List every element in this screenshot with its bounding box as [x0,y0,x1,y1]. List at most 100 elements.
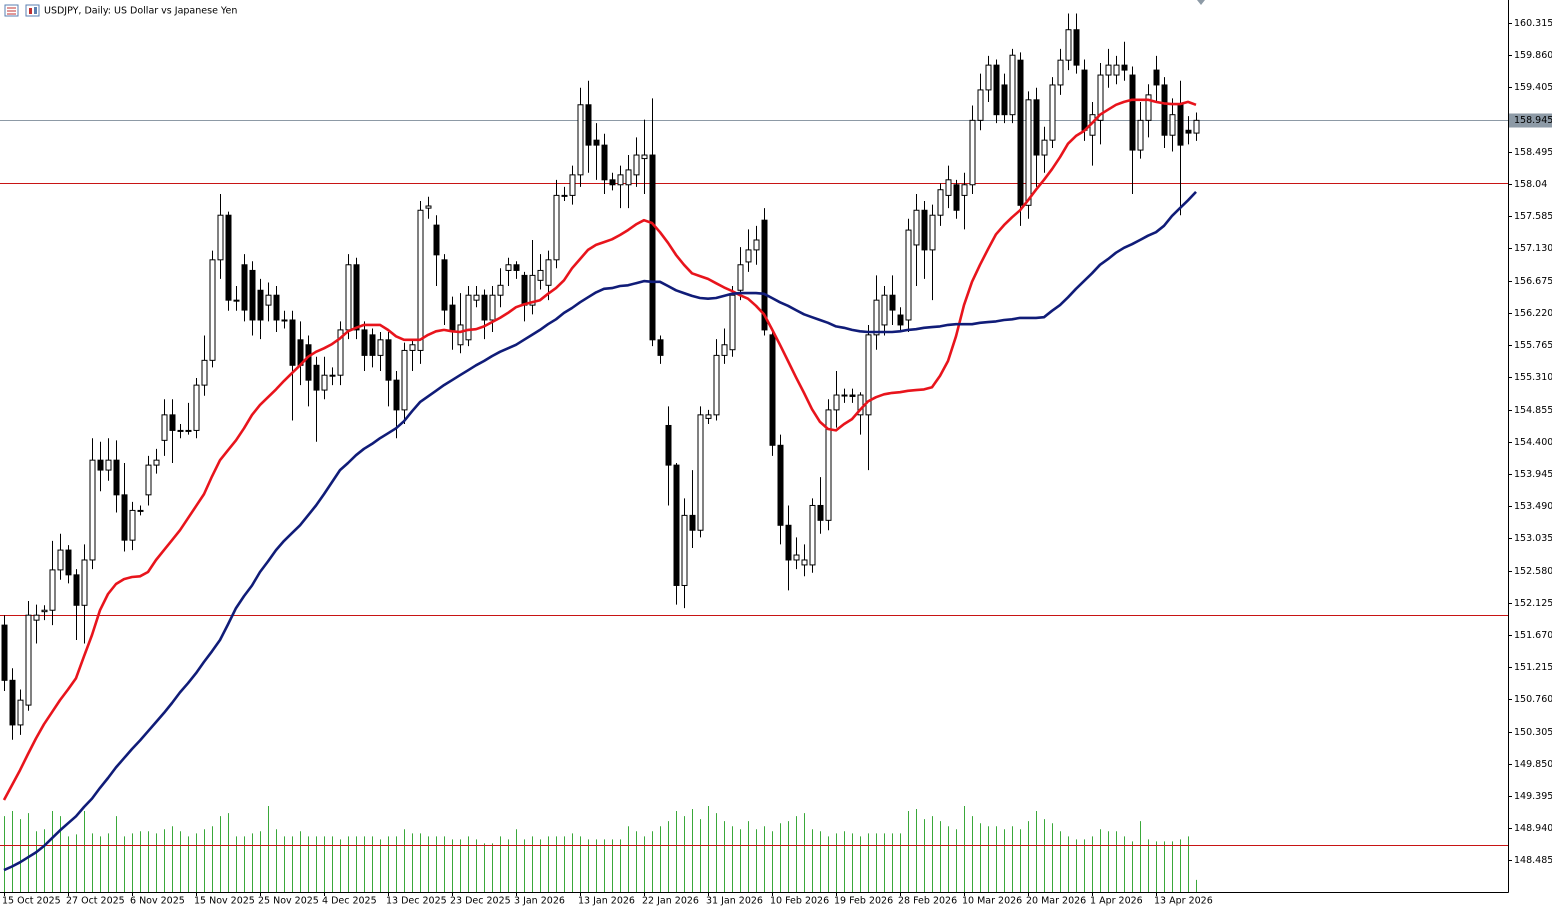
candle-body [105,459,112,471]
candle-body [1073,29,1080,66]
candle-body [681,514,688,586]
candle-body [513,264,520,271]
candle-body [921,209,928,251]
candle-body [433,224,440,256]
y-tick-label: 154.855 [1514,405,1552,416]
candle-body [49,569,56,611]
candle-body [449,304,456,331]
candle-body [337,329,344,376]
candle-body [121,494,128,541]
candle-body [369,334,376,356]
candle-body [441,259,448,311]
candle-body [33,614,40,621]
candle-body [241,264,248,311]
x-tick-label: 15 Oct 2025 [2,896,61,907]
x-tick-label: 10 Mar 2026 [962,896,1022,907]
candle-body [1057,59,1064,86]
candle-body [1081,69,1088,131]
candle-body [1185,129,1192,134]
candle-body [1121,64,1128,71]
candle-body [1049,84,1056,141]
candle-body [1,624,8,681]
candle-body [193,384,200,431]
candle-body [401,349,408,411]
icon-bar [29,8,32,14]
x-tick-label: 4 Dec 2025 [322,896,377,907]
candle-body [225,214,232,301]
candle-body [281,319,288,322]
candle-body [593,139,600,146]
candle-body [329,374,336,377]
volume [4,806,1197,892]
chart-title: USDJPY, Daily: US Dollar vs Japanese Yen [44,6,237,17]
candle-body [1025,99,1032,206]
y-tick-label: 155.310 [1514,372,1552,383]
candle-body [169,414,176,431]
candle-body [849,394,856,397]
candle-body [465,294,472,341]
y-tick-label: 149.395 [1514,791,1552,802]
x-tick-label: 3 Jan 2026 [514,896,565,907]
candle-body [145,464,152,496]
y-tick-label: 160.315 [1514,18,1552,29]
candle-body [881,294,888,326]
shift-marker [1197,0,1205,5]
candle-body [633,154,640,176]
candle-body [969,119,976,186]
candle-body [73,574,80,606]
icon [25,4,40,17]
x-tick-label: 1 Apr 2026 [1090,896,1143,907]
candle-body [1033,99,1040,156]
candles [1,13,1200,740]
candle-body [65,549,72,576]
candle-body [233,299,240,302]
candle-body [497,284,504,296]
candle-body [1001,84,1008,116]
candle-body [1097,74,1104,121]
x-tick-label: 10 Feb 2026 [770,896,829,907]
candle-body [353,264,360,331]
candle-body [17,699,24,726]
candle-body [745,249,752,263]
y-tick-label: 159.860 [1514,50,1552,61]
current-price-label: 158.945 [1514,115,1552,126]
candle-body [817,504,824,521]
candle-body [1065,29,1072,61]
candle-body [505,264,512,271]
candle-body [761,219,768,331]
candle-body [137,509,144,512]
candle-body [713,354,720,416]
icon-bar [34,7,37,14]
y-tick-label: 148.485 [1514,855,1552,866]
candle-body [409,344,416,351]
y-tick-label: 151.670 [1514,630,1552,641]
candle-body [673,464,680,586]
candle-body [321,374,328,391]
candle-body [537,269,544,281]
candle-body [809,504,816,566]
y-tick-label: 150.305 [1514,727,1552,738]
candle-body [473,294,480,301]
candle-body [865,334,872,416]
candle-body [481,294,488,321]
candle-body [625,169,632,186]
candle-body [561,194,568,197]
candle-body [1137,119,1144,151]
x-tick-label: 13 Jan 2026 [578,896,635,907]
candle-body [1105,64,1112,76]
y-tick-label: 156.220 [1514,308,1552,319]
y-tick-label: 151.215 [1514,662,1552,673]
x-tick-label: 31 Jan 2026 [706,896,763,907]
candle-body [577,104,584,176]
y-tick-label: 153.490 [1514,501,1552,512]
candle-body [89,459,96,561]
candle-body [961,184,968,196]
x-tick-label: 23 Dec 2025 [450,896,511,907]
candle-body [913,209,920,246]
candle-body [601,144,608,181]
candle-body [9,679,16,726]
candle-body [313,364,320,391]
candle-body [889,294,896,311]
candle-body [793,554,800,561]
